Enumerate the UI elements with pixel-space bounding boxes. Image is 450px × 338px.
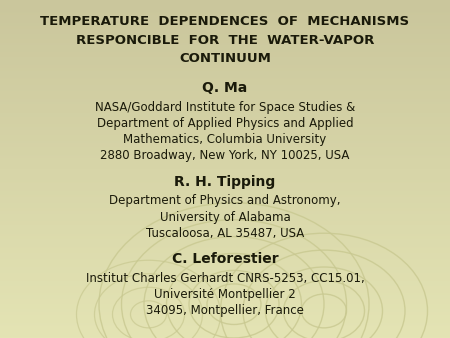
Text: RESPONCIBLE  FOR  THE  WATER-VAPOR: RESPONCIBLE FOR THE WATER-VAPOR: [76, 34, 374, 47]
Text: Mathematics, Columbia University: Mathematics, Columbia University: [123, 133, 327, 146]
Text: R. H. Tipping: R. H. Tipping: [175, 175, 275, 189]
Text: TEMPERATURE  DEPENDENCES  OF  MECHANISMS: TEMPERATURE DEPENDENCES OF MECHANISMS: [40, 15, 410, 28]
Text: University of Alabama: University of Alabama: [160, 211, 290, 223]
Text: Institut Charles Gerhardt CNRS-5253, CC15.01,: Institut Charles Gerhardt CNRS-5253, CC1…: [86, 272, 365, 285]
Text: NASA/Goddard Institute for Space Studies &: NASA/Goddard Institute for Space Studies…: [95, 101, 355, 114]
Text: Q. Ma: Q. Ma: [202, 81, 248, 95]
Text: CONTINUUM: CONTINUUM: [179, 52, 271, 65]
Text: 34095, Montpellier, France: 34095, Montpellier, France: [146, 304, 304, 317]
Text: Department of Physics and Astronomy,: Department of Physics and Astronomy,: [109, 194, 341, 207]
Text: Department of Applied Physics and Applied: Department of Applied Physics and Applie…: [97, 117, 353, 130]
Text: C. Leforestier: C. Leforestier: [172, 252, 278, 266]
Text: Tuscaloosa, AL 35487, USA: Tuscaloosa, AL 35487, USA: [146, 227, 304, 240]
Text: Université Montpellier 2: Université Montpellier 2: [154, 288, 296, 301]
Text: 2880 Broadway, New York, NY 10025, USA: 2880 Broadway, New York, NY 10025, USA: [100, 149, 350, 162]
